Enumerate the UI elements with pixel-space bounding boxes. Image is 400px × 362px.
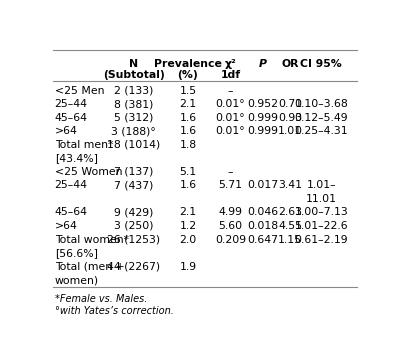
Text: 4.99: 4.99	[218, 207, 242, 218]
Text: 45–64: 45–64	[55, 207, 88, 218]
Text: 2.0: 2.0	[179, 235, 196, 244]
Text: 0.71: 0.71	[278, 99, 302, 109]
Text: 44 (2267): 44 (2267)	[107, 262, 160, 272]
Text: Prevalence: Prevalence	[154, 59, 222, 69]
Text: 0.93: 0.93	[278, 113, 302, 123]
Text: 3.41: 3.41	[278, 180, 302, 190]
Text: (%): (%)	[178, 70, 198, 80]
Text: 0.25–4.31: 0.25–4.31	[294, 126, 348, 136]
Text: 8 (381): 8 (381)	[114, 99, 153, 109]
Text: 18 (1014): 18 (1014)	[107, 140, 160, 150]
Text: 0.999: 0.999	[247, 126, 278, 136]
Text: 2 (133): 2 (133)	[114, 86, 153, 96]
Text: <25 Women: <25 Women	[55, 167, 122, 177]
Text: Total women*: Total women*	[55, 235, 129, 244]
Text: 1.8: 1.8	[179, 140, 196, 150]
Text: 0.647: 0.647	[247, 235, 278, 244]
Text: 0.61–2.19: 0.61–2.19	[294, 235, 348, 244]
Text: °with Yates’s correction.: °with Yates’s correction.	[55, 306, 174, 316]
Text: P: P	[258, 59, 266, 69]
Text: 4.55: 4.55	[278, 221, 302, 231]
Text: N: N	[129, 59, 138, 69]
Text: 3 (188)°: 3 (188)°	[111, 126, 156, 136]
Text: 26 (1253): 26 (1253)	[107, 235, 160, 244]
Text: 1.6: 1.6	[179, 113, 196, 123]
Text: 1.9: 1.9	[179, 262, 196, 272]
Text: OR: OR	[282, 59, 299, 69]
Text: >64: >64	[55, 221, 78, 231]
Text: 1.6: 1.6	[179, 180, 196, 190]
Text: Total men*: Total men*	[55, 140, 113, 150]
Text: 25–44: 25–44	[55, 180, 88, 190]
Text: 0.018: 0.018	[247, 221, 278, 231]
Text: 7 (437): 7 (437)	[114, 180, 153, 190]
Text: 0.017: 0.017	[247, 180, 278, 190]
Text: 0.01°: 0.01°	[216, 99, 245, 109]
Text: 0.01°: 0.01°	[216, 126, 245, 136]
Text: 0.999: 0.999	[247, 113, 278, 123]
Text: 45–64: 45–64	[55, 113, 88, 123]
Text: 1.01: 1.01	[278, 126, 302, 136]
Text: 0.209: 0.209	[215, 235, 246, 244]
Text: 25–44: 25–44	[55, 99, 88, 109]
Text: 1.01–22.6: 1.01–22.6	[294, 221, 348, 231]
Text: 0.12–5.49: 0.12–5.49	[294, 113, 348, 123]
Text: 0.046: 0.046	[247, 207, 278, 218]
Text: 1.2: 1.2	[179, 221, 196, 231]
Text: 0.952: 0.952	[247, 99, 278, 109]
Text: –: –	[228, 86, 233, 96]
Text: χ²: χ²	[224, 59, 236, 69]
Text: 5.60: 5.60	[218, 221, 242, 231]
Text: *Female vs. Males.: *Female vs. Males.	[55, 294, 147, 304]
Text: 1.6: 1.6	[179, 126, 196, 136]
Text: 5.1: 5.1	[179, 167, 196, 177]
Text: 9 (429): 9 (429)	[114, 207, 153, 218]
Text: Total (men +: Total (men +	[55, 262, 124, 272]
Text: [56.6%]: [56.6%]	[55, 248, 98, 258]
Text: 7 (137): 7 (137)	[114, 167, 153, 177]
Text: 5.71: 5.71	[218, 180, 242, 190]
Text: 5 (312): 5 (312)	[114, 113, 153, 123]
Text: 2.1: 2.1	[179, 99, 196, 109]
Text: 1df: 1df	[220, 70, 240, 80]
Text: 2.63: 2.63	[278, 207, 302, 218]
Text: 0.01°: 0.01°	[216, 113, 245, 123]
Text: 1.01–: 1.01–	[306, 180, 336, 190]
Text: 1.00–7.13: 1.00–7.13	[294, 207, 348, 218]
Text: –: –	[228, 167, 233, 177]
Text: 1.5: 1.5	[179, 86, 196, 96]
Text: >64: >64	[55, 126, 78, 136]
Text: 0.10–3.68: 0.10–3.68	[294, 99, 348, 109]
Text: (Subtotal): (Subtotal)	[103, 70, 164, 80]
Text: 1.15: 1.15	[278, 235, 302, 244]
Text: women): women)	[55, 275, 99, 285]
Text: <25 Men: <25 Men	[55, 86, 104, 96]
Text: CI 95%: CI 95%	[300, 59, 342, 69]
Text: 11.01: 11.01	[306, 194, 337, 204]
Text: [43.4%]: [43.4%]	[55, 153, 98, 163]
Text: 2.1: 2.1	[179, 207, 196, 218]
Text: 3 (250): 3 (250)	[114, 221, 154, 231]
